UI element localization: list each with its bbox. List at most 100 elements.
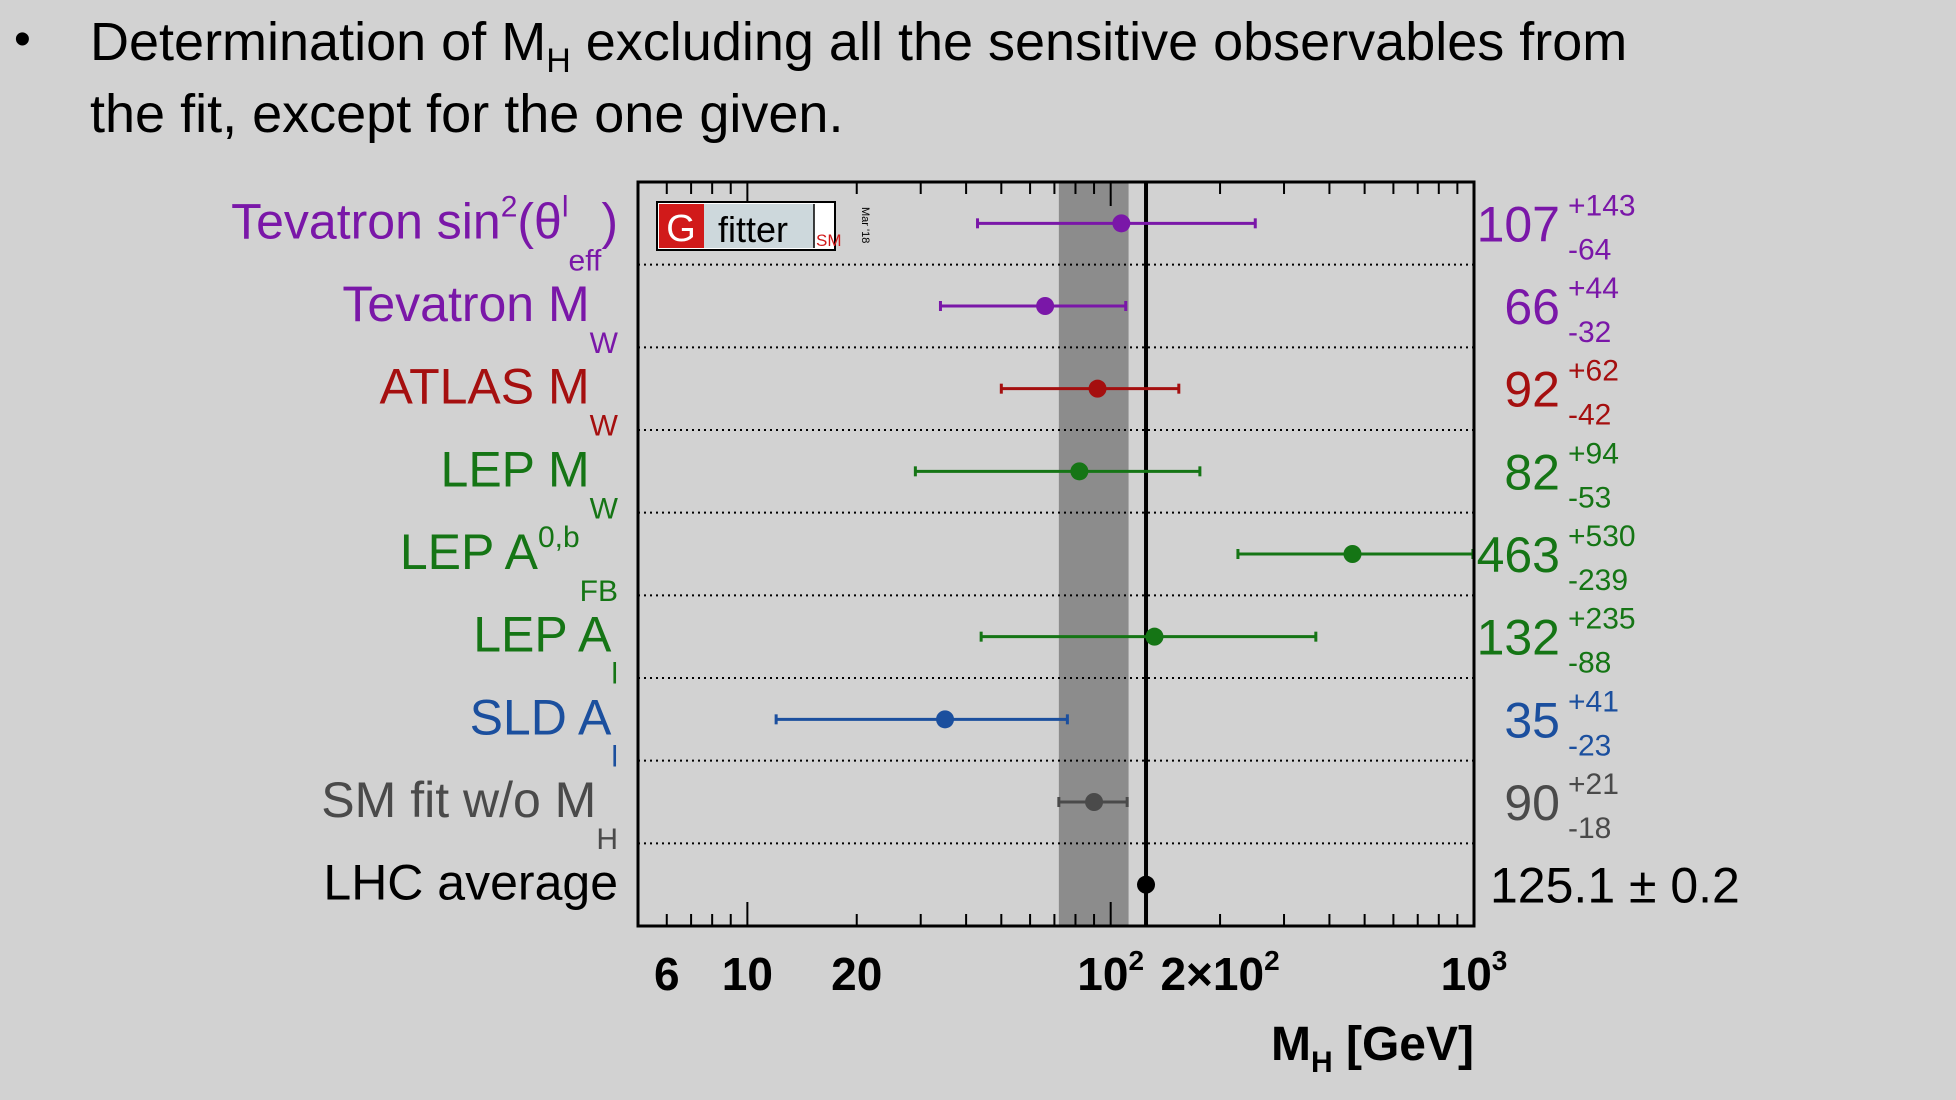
data-point	[1112, 214, 1131, 233]
logo-date: Mar '18	[859, 207, 871, 243]
plot-frame	[636, 180, 1476, 928]
value-main: 125.1	[1490, 858, 1629, 914]
data-row	[938, 297, 1128, 315]
row-label-sup: 0,b	[538, 521, 580, 554]
value-err-minus: -239	[1568, 564, 1628, 597]
value-err-plus: +44	[1568, 272, 1619, 305]
value-err-plus: +62	[1568, 355, 1619, 388]
row-label: Tevatron MW	[342, 276, 618, 360]
row-label: LHC average	[323, 855, 618, 911]
row-label: LEP A0,bFB	[400, 521, 618, 608]
value-err-minus: -32	[1568, 316, 1611, 349]
value-err-plus: +94	[1568, 437, 1619, 470]
logo-word: fitter	[718, 209, 788, 250]
data-point	[936, 710, 955, 729]
grid-layer	[638, 263, 1474, 845]
logo-letter: G	[666, 208, 696, 250]
bullet-dot: •	[14, 13, 31, 66]
row-label-text: ATLAS M	[379, 359, 589, 415]
row-label-sub: eff	[569, 244, 602, 277]
value-label: 132	[1477, 610, 1560, 666]
uncertainty-band	[1058, 182, 1129, 926]
value-err-minus: -23	[1568, 729, 1611, 762]
line1-after: excluding all the sensitive observables …	[570, 12, 1628, 72]
row-label: SM fit w/o MH	[321, 772, 618, 856]
value-err-minus: -64	[1568, 233, 1611, 266]
data-point	[1137, 875, 1156, 894]
row-label-sub: l	[611, 740, 618, 773]
row-label-text: )	[601, 193, 618, 249]
x-tick-base: 10	[1077, 948, 1128, 1000]
row-label-sub: H	[596, 823, 618, 856]
value-err-plus: +41	[1568, 685, 1619, 718]
row-label: SLD Al	[470, 689, 618, 773]
data-row	[979, 627, 1318, 646]
value-label: 107	[1477, 196, 1560, 252]
row-label: ATLAS MW	[379, 359, 618, 443]
row-label-text: SLD A	[470, 689, 612, 745]
value-err-plus: +21	[1568, 768, 1619, 801]
band-layer	[1058, 182, 1129, 926]
value-err-plus: +530	[1568, 520, 1636, 553]
data-row	[1137, 875, 1156, 894]
data-point	[1145, 627, 1164, 646]
logo-word-bg	[704, 204, 814, 248]
data-row	[774, 710, 1069, 729]
data-row	[976, 214, 1257, 233]
x-tick-base: 2×10	[1160, 948, 1264, 1000]
value-label: 92	[1504, 362, 1560, 418]
row-label-sup: l	[562, 190, 569, 223]
x-axis-title: MH [GeV]	[1271, 1018, 1474, 1079]
line1-before: Determination of M	[90, 12, 547, 72]
row-label-text: SM fit w/o M	[321, 772, 596, 828]
data-point	[1070, 462, 1089, 481]
x-tick-label: 10	[722, 948, 773, 1000]
x-tick-sup: 2	[1128, 945, 1144, 976]
row-label: Tevatron sin2(θleff)	[231, 190, 618, 277]
x-tick-label: 6	[654, 948, 680, 1000]
x-tick-base: 20	[831, 948, 882, 1000]
row-label-text: Tevatron M	[342, 276, 589, 332]
row-label: LEP MW	[441, 441, 619, 525]
value-err-minus: -18	[1568, 812, 1611, 845]
value-label: 35	[1504, 692, 1560, 748]
value-label: 463	[1477, 527, 1560, 583]
value-label: 82	[1504, 444, 1560, 500]
logo-red-square	[659, 204, 704, 248]
data-point	[1036, 297, 1055, 315]
row-label-sub: W	[590, 327, 619, 360]
value-err-minus: -42	[1568, 399, 1611, 432]
value-pm: ± 0.2	[1629, 858, 1740, 914]
value-err-minus: -53	[1568, 481, 1611, 514]
data-point	[1085, 793, 1104, 811]
row-label-text: (θ	[517, 193, 561, 249]
data-layer	[774, 214, 1475, 894]
data-row	[1236, 545, 1475, 563]
row-label-text: LEP A	[473, 607, 612, 663]
row-label-sub: FB	[580, 575, 618, 608]
gfitter-logo: G fitter SM Mar '18	[656, 201, 871, 251]
data-point	[1343, 545, 1362, 563]
bullet-line-1: Determination of MH excluding all the se…	[90, 10, 1628, 78]
value-err-plus: +143	[1568, 189, 1636, 222]
row-label-text: Tevatron sin	[231, 193, 501, 249]
x-tick-sup: 2	[1264, 945, 1280, 976]
slide-text: • Determination of MH excluding all the …	[0, 0, 1956, 150]
value-label: 125.1 ± 0.2	[1490, 858, 1740, 914]
x-tick-label: 103	[1441, 945, 1508, 1000]
value-label: 66	[1504, 279, 1560, 335]
frame-layer	[636, 180, 1476, 928]
value-label: 90	[1504, 775, 1560, 831]
x-axis-title-main: M	[1271, 1018, 1311, 1071]
value-err-plus: +235	[1568, 603, 1636, 636]
row-label-sub: l	[611, 658, 618, 691]
x-tick-base: 6	[654, 948, 680, 1000]
x-tick-base: 10	[1441, 948, 1492, 1000]
data-row	[999, 379, 1181, 398]
row-label-sup: 2	[501, 190, 518, 223]
x-tick-label: 2×102	[1160, 945, 1279, 1000]
